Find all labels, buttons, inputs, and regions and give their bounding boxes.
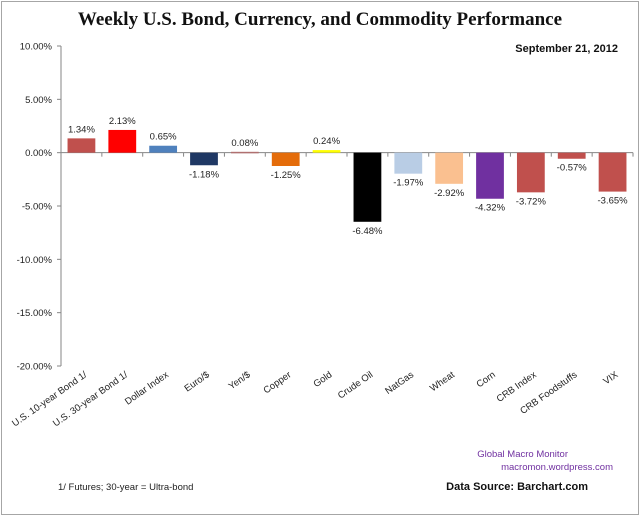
data-label-10: -4.32% <box>475 203 506 214</box>
category-label-13: VIX <box>601 369 620 387</box>
category-label-9: Wheat <box>428 369 457 394</box>
bar-12 <box>557 152 586 159</box>
bar-1 <box>108 129 137 153</box>
data-label-1: 2.13% <box>109 116 136 127</box>
data-label-6: 0.24% <box>313 136 340 147</box>
y-tick-label: 10.00% <box>20 42 53 53</box>
data-label-2: 0.65% <box>150 132 177 143</box>
data-label-12: -0.57% <box>557 163 588 174</box>
category-label-4: Yen/$ <box>227 369 254 392</box>
brand-url: macromon.wordpress.com <box>501 462 613 473</box>
data-label-5: -1.25% <box>271 170 302 181</box>
y-tick-label: -20.00% <box>17 362 53 373</box>
category-label-8: NatGas <box>383 369 416 397</box>
category-label-2: Dollar Index <box>123 369 171 407</box>
category-label-6: Gold <box>312 369 335 390</box>
y-tick-label: 5.00% <box>25 95 52 106</box>
category-label-5: Copper <box>262 369 294 396</box>
bar-2 <box>149 145 178 153</box>
bar-0 <box>67 138 96 153</box>
y-tick-label: -10.00% <box>17 255 53 266</box>
category-label-0: U.S. 10-year Bond 1/ <box>10 369 89 429</box>
data-label-7: -6.48% <box>352 226 383 237</box>
chart-date: September 21, 2012 <box>515 43 618 55</box>
category-label-7: Crude Oil <box>336 369 375 401</box>
brand-name: Global Macro Monitor <box>477 449 568 460</box>
y-tick-label: 0.00% <box>25 148 52 159</box>
category-label-1: U.S. 30-year Bond 1/ <box>51 369 130 429</box>
bar-3 <box>190 152 218 166</box>
category-label-3: Euro/$ <box>182 369 212 394</box>
data-label-11: -3.72% <box>516 196 547 207</box>
bar-11 <box>516 152 545 193</box>
data-label-3: -1.18% <box>189 169 220 180</box>
bar-9 <box>435 152 464 184</box>
y-tick-label: -15.00% <box>17 308 53 319</box>
data-source: Data Source: Barchart.com <box>446 481 588 493</box>
chart-title: Weekly U.S. Bond, Currency, and Commodit… <box>77 9 563 30</box>
data-label-8: -1.97% <box>393 178 424 189</box>
bar-6 <box>312 150 341 153</box>
bar-5 <box>271 152 300 166</box>
y-tick-label: -5.00% <box>22 202 53 213</box>
data-label-0: 1.34% <box>68 124 95 135</box>
bar-10 <box>476 152 504 199</box>
data-label-4: 0.08% <box>231 138 258 149</box>
data-label-9: -2.92% <box>434 188 465 199</box>
footnote: 1/ Futures; 30-year = Ultra-bond <box>58 482 194 493</box>
bar-7 <box>353 152 382 222</box>
bar-8 <box>394 152 423 174</box>
category-label-10: Corn <box>475 369 498 390</box>
bar-4 <box>230 151 259 154</box>
data-label-13: -3.65% <box>598 196 629 207</box>
bar-13 <box>598 152 627 192</box>
